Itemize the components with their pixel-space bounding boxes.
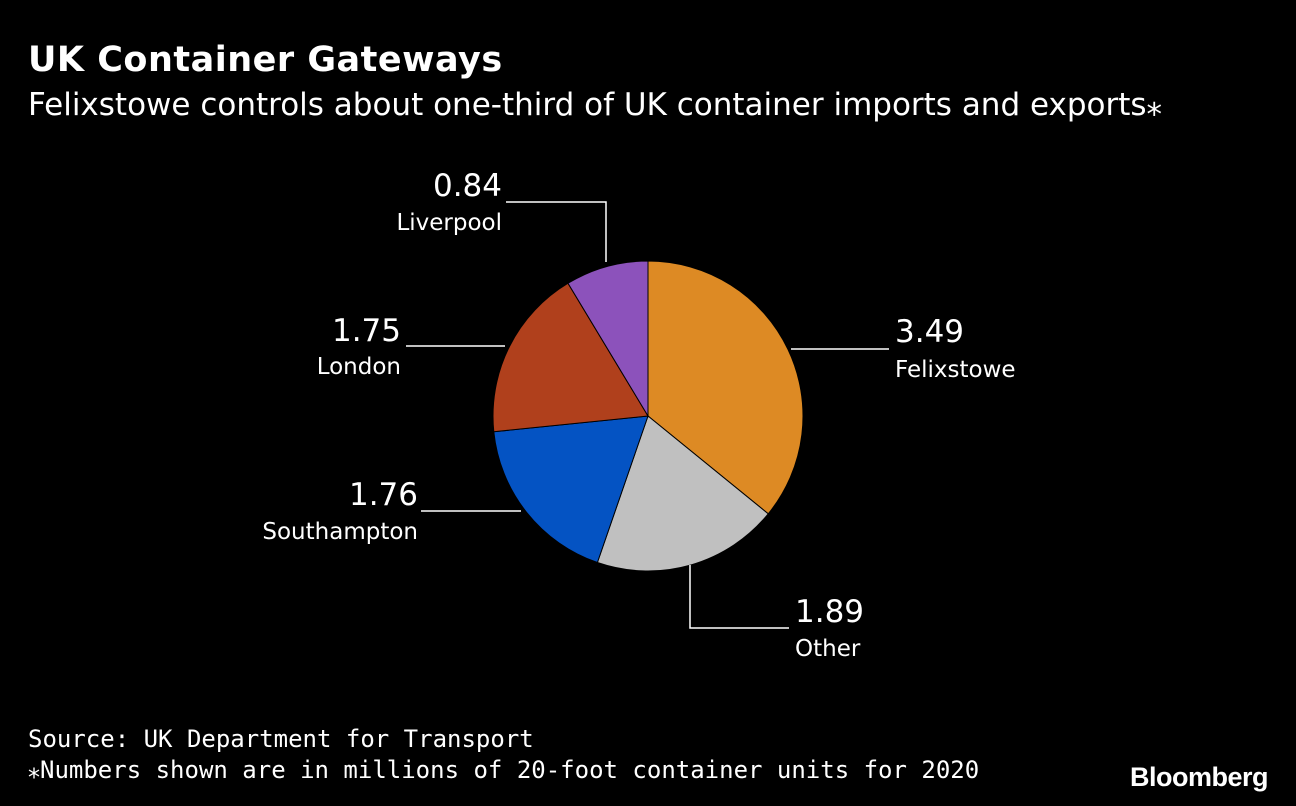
units-footnote: ⁎Numbers shown are in millions of 20-foo… <box>28 756 980 784</box>
source-note: Source: UK Department for Transport <box>28 725 534 753</box>
pie-slice-london <box>492 282 649 433</box>
value-label-other: 1.89 <box>795 594 864 630</box>
pie-slice-felixstowe <box>647 260 804 515</box>
category-label-liverpool: Liverpool <box>396 210 502 236</box>
value-label-liverpool: 0.84 <box>433 168 502 204</box>
category-label-london: London <box>317 354 401 380</box>
value-label-london: 1.75 <box>332 313 401 349</box>
chart-title: UK Container Gateways <box>28 40 503 80</box>
leader-line-other <box>689 565 789 629</box>
chart-subtitle: Felixstowe controls about one-third of U… <box>28 87 1163 123</box>
value-label-felixstowe: 3.49 <box>895 314 964 350</box>
pie-slice-southampton <box>493 415 649 564</box>
bloomberg-logo: Bloomberg <box>1129 762 1269 792</box>
category-label-other: Other <box>795 636 861 662</box>
pie-slice-other <box>596 415 769 572</box>
pie-slice-liverpool <box>567 260 649 418</box>
category-label-felixstowe: Felixstowe <box>895 357 1016 383</box>
leader-line-liverpool <box>506 201 607 262</box>
value-label-southampton: 1.76 <box>349 477 418 513</box>
category-label-southampton: Southampton <box>262 519 418 545</box>
